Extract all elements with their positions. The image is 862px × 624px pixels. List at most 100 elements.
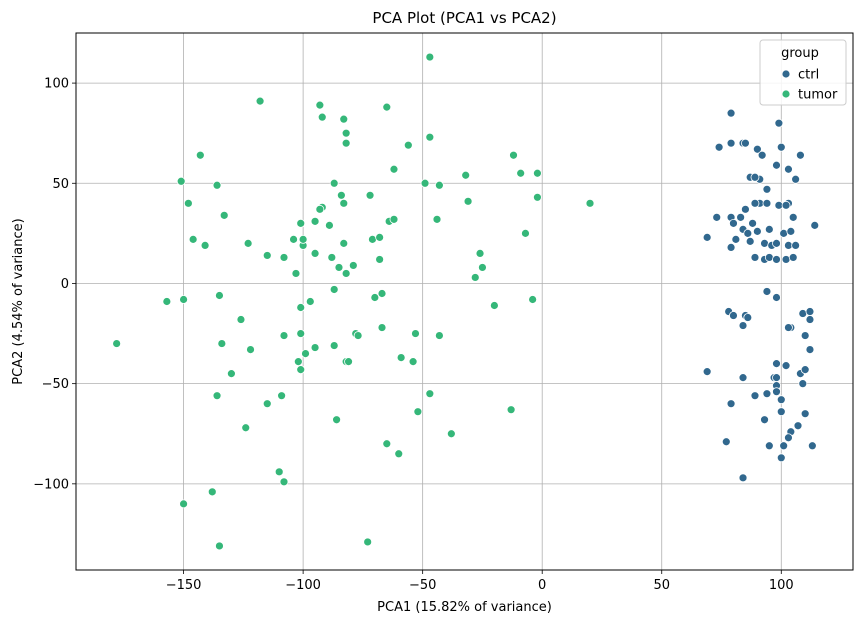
ctrl-point [805,307,815,316]
tumor-point [411,329,420,338]
legend-label-tumor: tumor [798,88,838,103]
ctrl-point [772,359,781,369]
tumor-point [291,269,301,278]
y-axis-label: PCA2 (4.54% of variance) [11,218,26,384]
ctrl-point [702,367,712,377]
ctrl-point [764,253,774,262]
tumor-point [420,178,430,188]
tumor-point [463,196,473,206]
tumor-point [509,150,518,160]
ctrl-point [784,164,793,174]
ctrl-point [762,287,772,296]
ctrl-point [750,391,760,401]
ctrl-point [743,313,753,322]
ctrl-point [776,407,786,417]
ctrl-point [757,150,767,160]
ctrl-point [764,441,774,451]
ctrl-point [805,345,815,354]
x-tick-label: 0 [538,578,546,593]
chart-title: PCA Plot (PCA1 vs PCA2) [372,9,556,27]
tumor-point [344,357,353,367]
tumor-point [370,293,380,302]
ctrl-point [762,184,772,194]
tumor-point [255,96,265,106]
tumor-point [434,180,444,190]
x-tick-label: 100 [769,578,794,593]
tumor-point [339,238,349,248]
tumor-point [219,210,229,220]
ctrl-point [762,198,772,208]
tumor-point [521,228,530,238]
ctrl-point [805,315,815,324]
tumor-point [394,449,404,459]
tumor-point [516,168,526,178]
tumor-point [236,315,246,324]
ctrl-point [772,255,781,264]
tumor-point [461,170,471,180]
tumor-point [215,541,224,551]
tumor-point [389,164,399,174]
tumor-point [377,323,387,332]
tumor-point [293,357,303,367]
tumor-point [434,331,444,340]
ctrl-point [800,365,810,375]
ctrl-point [760,238,769,248]
ctrl-point [776,142,786,152]
tumor-point [289,234,298,244]
tumor-point [226,369,236,379]
tumor-point [336,190,346,200]
tumor-point [341,128,351,138]
ctrl-point [712,212,722,222]
x-tick-label: −50 [409,578,436,593]
legend-marker-tumor [781,89,791,99]
x-axis-label: PCA1 (15.82% of variance) [377,600,552,615]
ctrl-point [741,138,750,148]
ctrl-point [788,212,798,222]
ctrl-point [726,108,736,118]
tumor-point [446,429,456,439]
x-axis-ticks: −150 −100 −50 0 50 100 [166,570,794,593]
ctrl-point [760,415,769,425]
y-tick-label: −50 [42,377,69,392]
tumor-point [200,240,210,250]
tumor-point [262,399,272,409]
ctrl-point [714,142,724,152]
ctrl-point [702,232,712,242]
tumor-point [315,204,325,214]
tumor-point [176,176,186,186]
tumor-point [365,190,375,200]
tumor-point [327,253,337,262]
ctrl-point [781,255,791,264]
ctrl-point [743,228,753,238]
legend-title: group [781,46,819,61]
tumor-point [112,339,122,348]
ctrl-point [793,421,803,431]
tumor-point [310,216,320,226]
tumor-point [408,357,418,367]
tumor-point [341,269,351,278]
tumor-point [274,467,284,477]
ctrl-point [784,433,793,443]
ctrl-point [796,150,805,160]
ctrl-point [781,361,791,371]
tumor-point [279,477,289,487]
tumor-point [279,331,289,340]
tumor-point [334,263,344,272]
tumor-point [506,405,516,415]
tumor-point [183,198,193,208]
tumor-point [296,329,306,338]
tumor-point [375,255,385,264]
ctrl-point [764,224,774,234]
tumor-point [478,263,487,272]
ctrl-point [798,379,808,389]
tumor-point [212,180,222,190]
ctrl-point [772,387,781,397]
tumor-point [325,220,334,230]
tumor-point [348,261,358,270]
ctrl-point [772,293,781,302]
ctrl-point [772,160,781,170]
tumor-point [341,138,351,148]
tumor-point [413,407,423,417]
ctrl-point [726,138,736,148]
